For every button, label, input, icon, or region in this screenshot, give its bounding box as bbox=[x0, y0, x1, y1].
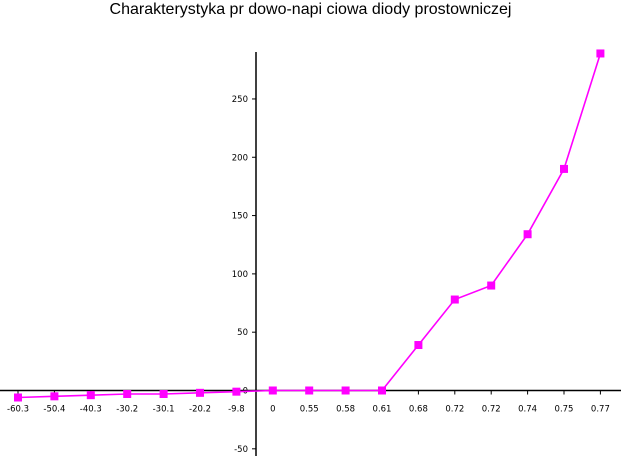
data-point-marker bbox=[123, 389, 132, 398]
data-point-marker bbox=[86, 391, 95, 400]
data-point-marker bbox=[523, 230, 532, 239]
data-point-marker bbox=[232, 387, 241, 396]
data-point-marker bbox=[378, 386, 386, 395]
data-point-marker bbox=[596, 49, 605, 58]
x-tick-label: 0.75 bbox=[555, 405, 574, 415]
data-point-marker bbox=[159, 389, 168, 398]
x-tick-label: -20.2 bbox=[189, 405, 211, 415]
data-point-marker bbox=[487, 281, 496, 290]
x-tick-label: 0.68 bbox=[409, 405, 428, 415]
data-point-marker bbox=[450, 295, 459, 304]
x-tick-label: 0.61 bbox=[373, 405, 392, 415]
y-tick-label: 200 bbox=[232, 153, 248, 163]
x-tick-label: -40.3 bbox=[80, 405, 102, 415]
x-tick-label: -30.2 bbox=[116, 405, 138, 415]
chart-title: Charakterystyka pr dowo-napi ciowa diody… bbox=[109, 1, 512, 18]
x-axis-ticks: -60.3 -50.4 -40.3 -30.2 -30.1 -20.2 -9.8 0 0.55 0… bbox=[7, 390, 610, 415]
x-tick-label: 0.55 bbox=[300, 405, 319, 415]
x-tick-label: 0.72 bbox=[482, 405, 501, 415]
y-tick-label: 100 bbox=[232, 270, 248, 280]
y-tick-label: 50 bbox=[237, 328, 248, 338]
data-point-marker bbox=[560, 164, 568, 173]
data-point-marker bbox=[268, 386, 277, 395]
x-tick-label: 0.74 bbox=[518, 405, 537, 415]
x-tick-label: 0.58 bbox=[336, 405, 355, 415]
data-point-marker bbox=[305, 386, 314, 395]
x-tick-label: -50.4 bbox=[43, 405, 65, 415]
x-tick-label: 0.77 bbox=[591, 405, 610, 415]
y-tick-label: 250 bbox=[232, 95, 248, 105]
data-point-marker bbox=[50, 392, 59, 401]
x-tick-label: -9.8 bbox=[228, 405, 245, 415]
series-line bbox=[17, 53, 602, 399]
x-tick-label: 0.72 bbox=[445, 405, 464, 415]
data-point-marker bbox=[341, 386, 350, 395]
x-tick-label: -30.1 bbox=[153, 405, 175, 415]
data-point-marker bbox=[196, 388, 204, 397]
x-tick-label: -60.3 bbox=[7, 405, 29, 415]
y-tick-label: 150 bbox=[232, 212, 248, 222]
data-point-marker bbox=[414, 341, 423, 350]
data-point-marker bbox=[14, 393, 22, 402]
y-tick-label: -50 bbox=[234, 445, 248, 455]
series-group bbox=[14, 49, 605, 402]
x-tick-label: 0 bbox=[270, 405, 275, 415]
